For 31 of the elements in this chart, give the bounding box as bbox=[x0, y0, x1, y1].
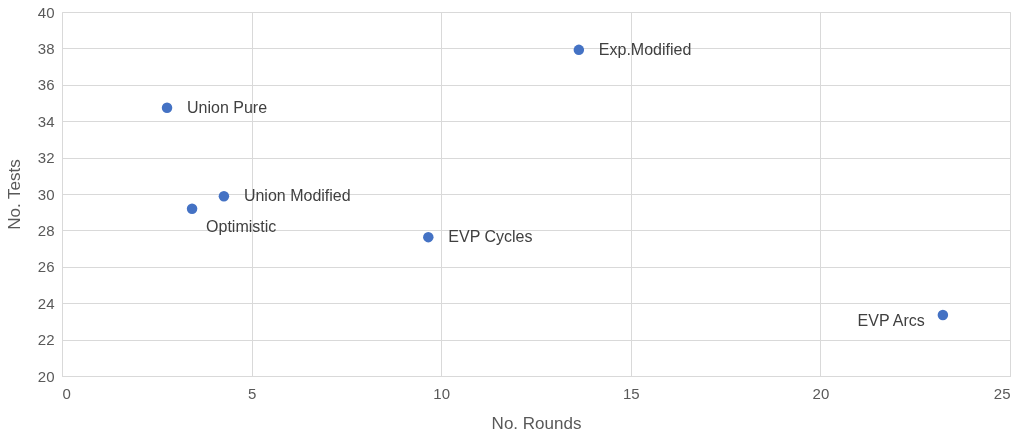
y-tick-label: 24 bbox=[37, 294, 55, 312]
point bbox=[937, 309, 949, 321]
y-tick-label: 38 bbox=[37, 39, 55, 57]
y-axis-title: No. Tests bbox=[4, 159, 24, 230]
x-tick-label: 15 bbox=[622, 384, 640, 402]
x-tick-label: 0 bbox=[62, 384, 71, 402]
y-tick-label: 34 bbox=[37, 112, 55, 130]
annotation: EVP Cycles bbox=[448, 228, 533, 246]
x-tick-label: 20 bbox=[812, 384, 830, 402]
annotation: EVP Arcs bbox=[857, 312, 925, 330]
y-tick-label: 32 bbox=[37, 149, 55, 167]
y-tick-label: 30 bbox=[37, 185, 55, 203]
x-tick-label: 5 bbox=[247, 384, 257, 402]
point bbox=[423, 231, 434, 243]
y-tick-label: 28 bbox=[37, 221, 55, 239]
point bbox=[218, 190, 230, 202]
annotation: Optimistic bbox=[206, 217, 277, 235]
point bbox=[573, 44, 585, 56]
y-tick-label: 36 bbox=[37, 76, 55, 94]
annotation: Union Pure bbox=[187, 98, 268, 116]
x-axis-title: No. Rounds bbox=[491, 413, 582, 433]
x-tick-label: 25 bbox=[993, 384, 1011, 402]
y-tick-label: 40 bbox=[37, 3, 55, 21]
y-tick-label: 20 bbox=[37, 367, 55, 385]
y-tick-label: 22 bbox=[37, 331, 55, 349]
x-tick-label: 10 bbox=[433, 384, 451, 402]
point bbox=[186, 203, 198, 214]
annotation: Exp.Modified bbox=[598, 40, 692, 58]
point bbox=[161, 102, 173, 113]
annotation: Union Modified bbox=[243, 187, 351, 205]
y-tick-label: 26 bbox=[37, 258, 55, 276]
